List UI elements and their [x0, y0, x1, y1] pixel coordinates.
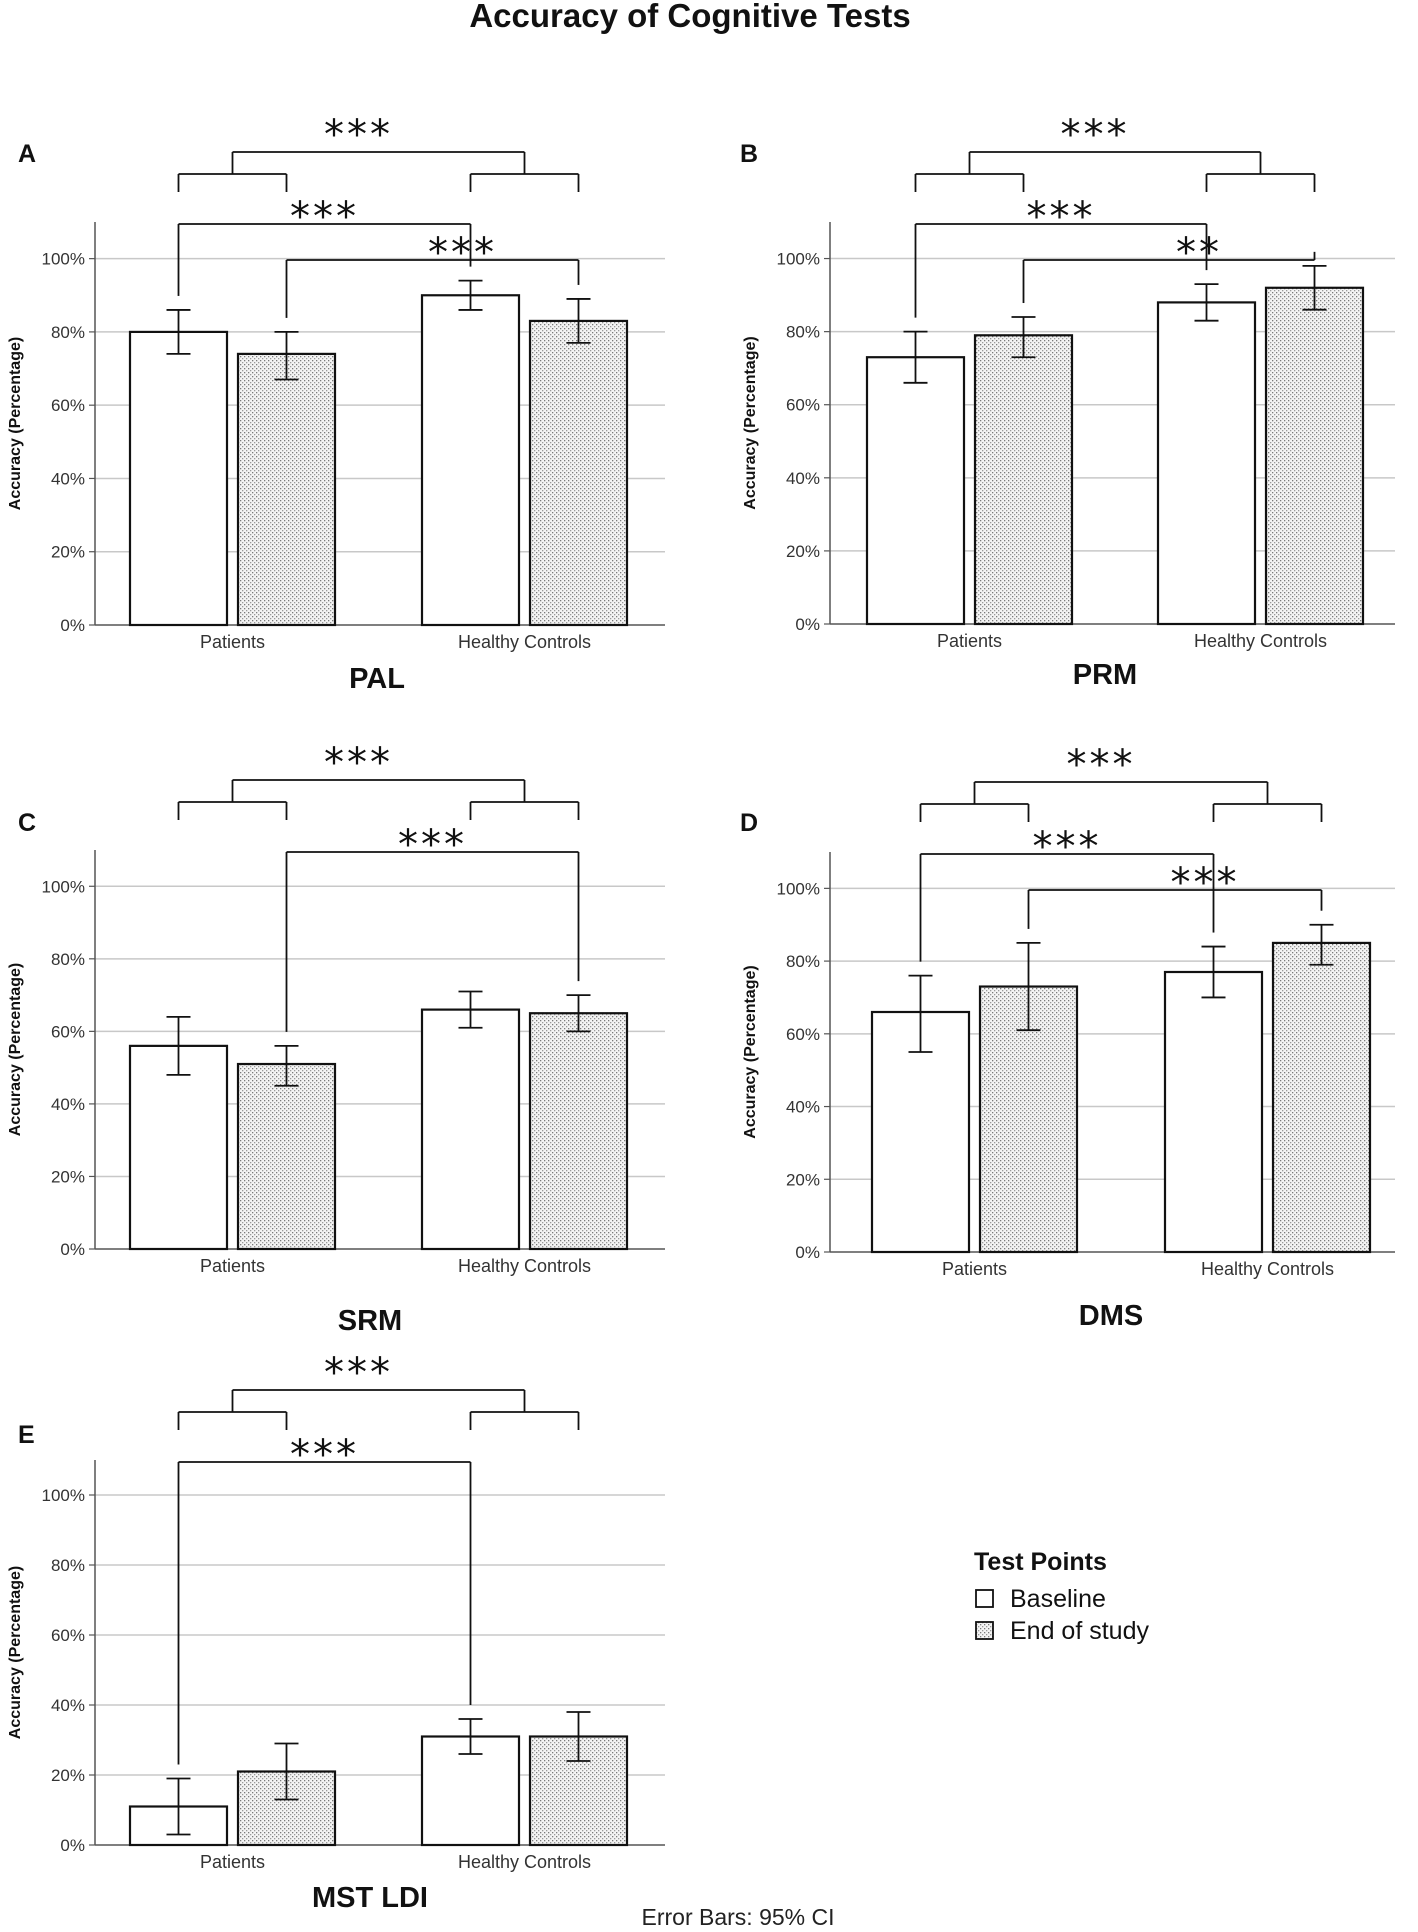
y-tick-label: 100% [777, 250, 820, 269]
panel-letter: D [740, 809, 758, 837]
group-significance-stars: *** [324, 112, 393, 158]
legend-title: Test Points [974, 1548, 1107, 1576]
y-tick-label: 100% [42, 250, 85, 269]
bar-baseline-healthy-controls [420, 1008, 521, 1251]
chart-panels: A 0% 20% 40% 60% 80% 100% Accuracy (Percentage)… [7, 112, 1395, 1914]
chart-panel-a: A 0% 20% 40% 60% 80% 100% Accuracy (Percentage)… [7, 112, 665, 695]
y-tick-label: 0% [795, 615, 820, 634]
legend-label-end-of-study: End of study [1010, 1617, 1149, 1645]
bar-baseline-patients [128, 330, 229, 627]
significance-stars: *** [428, 230, 497, 276]
panel-letter: B [740, 140, 758, 168]
bar-baseline-patients [128, 1044, 229, 1251]
significance-stars: *** [290, 194, 359, 240]
y-tick-label: 0% [60, 1836, 85, 1855]
significance-stars: *** [1033, 824, 1102, 870]
y-tick-label: 100% [42, 877, 85, 896]
category-label: Patients [200, 632, 265, 652]
y-tick-label: 40% [786, 1098, 820, 1117]
panel-letter: C [18, 809, 36, 837]
y-tick-label: 0% [795, 1243, 820, 1262]
y-axis-label: Accuracy (Percentage) [7, 1566, 24, 1739]
category-label: Healthy Controls [458, 632, 591, 652]
bar-end-of-study-patients [236, 1062, 337, 1251]
y-tick-label: 20% [786, 542, 820, 561]
y-tick-label: 60% [786, 396, 820, 415]
category-label: Healthy Controls [1194, 631, 1327, 651]
y-axis-label: Accuracy (Percentage) [742, 965, 759, 1138]
category-label: Patients [942, 1259, 1007, 1279]
legend-swatch-end-of-study [975, 1621, 994, 1640]
group-significance-stars: *** [324, 1350, 393, 1396]
y-tick-label: 60% [51, 1022, 85, 1041]
category-label: Patients [200, 1852, 265, 1872]
significance-stars: *** [290, 1432, 359, 1478]
chart-panel-b: B 0% 20% 40% 60% 80% 100% Accuracy (Percentage)… [740, 112, 1395, 691]
legend-swatch-baseline [975, 1589, 994, 1608]
y-tick-label: 80% [51, 323, 85, 342]
error-bars-note: Error Bars: 95% CI [642, 1904, 835, 1930]
test-name: MST LDI [312, 1882, 428, 1914]
significance-stars: ** [1176, 230, 1222, 276]
y-tick-label: 40% [51, 1696, 85, 1715]
bar-end-of-study-healthy-controls [528, 319, 629, 627]
y-tick-label: 40% [51, 469, 85, 488]
y-tick-label: 80% [786, 323, 820, 342]
category-label: Patients [937, 631, 1002, 651]
panel-letter: A [18, 140, 36, 168]
y-tick-label: 100% [42, 1486, 85, 1505]
y-axis-label: Accuracy (Percentage) [742, 336, 759, 509]
y-tick-label: 40% [51, 1095, 85, 1114]
y-tick-label: 0% [60, 1240, 85, 1259]
y-axis-label: Accuracy (Percentage) [7, 963, 24, 1136]
significance-stars: *** [1171, 860, 1240, 906]
bar-baseline-healthy-controls [420, 294, 521, 627]
chart-panel-c: C 0% 20% 40% 60% 80% 100% Accuracy (Percentage)… [7, 740, 665, 1337]
y-tick-label: 80% [786, 952, 820, 971]
bar-baseline-healthy-controls [1156, 301, 1257, 626]
y-tick-label: 20% [786, 1170, 820, 1189]
significance-stars: *** [398, 822, 467, 868]
bar-end-of-study-healthy-controls [1264, 286, 1365, 626]
category-label: Healthy Controls [1201, 1259, 1334, 1279]
panel-letter: E [18, 1421, 35, 1449]
y-tick-label: 80% [51, 1556, 85, 1575]
category-label: Patients [200, 1256, 265, 1276]
y-tick-label: 20% [51, 1167, 85, 1186]
bar-baseline-patients [865, 356, 966, 626]
y-tick-label: 60% [51, 1626, 85, 1645]
group-significance-stars: *** [324, 740, 393, 786]
figure-title: Accuracy of Cognitive Tests [469, 0, 910, 34]
significance-stars: *** [1027, 194, 1096, 240]
y-tick-label: 20% [51, 1766, 85, 1785]
test-name: PAL [349, 663, 405, 695]
group-significance-stars: *** [1061, 112, 1130, 158]
group-significance-stars: *** [1067, 742, 1136, 788]
test-name: SRM [338, 1305, 402, 1337]
test-name: DMS [1079, 1300, 1143, 1332]
y-tick-label: 100% [777, 879, 820, 898]
y-tick-label: 40% [786, 469, 820, 488]
y-axis-label: Accuracy (Percentage) [7, 337, 24, 510]
bar-end-of-study-healthy-controls [528, 1012, 629, 1251]
bar-baseline-healthy-controls [1163, 970, 1264, 1254]
bar-baseline-healthy-controls [420, 1735, 521, 1847]
y-tick-label: 60% [51, 396, 85, 415]
test-name: PRM [1073, 659, 1137, 691]
y-tick-label: 80% [51, 950, 85, 969]
bar-end-of-study-patients [973, 334, 1074, 626]
bar-end-of-study-patients [236, 352, 337, 627]
chart-panel-e: E 0% 20% 40% 60% 80% 100% Accuracy (Percentage)… [7, 1350, 665, 1914]
legend-label-baseline: Baseline [1010, 1585, 1106, 1613]
legend: Test Points Baseline End of study [974, 1548, 1149, 1645]
bar-end-of-study-healthy-controls [1271, 941, 1372, 1254]
y-tick-label: 20% [51, 543, 85, 562]
chart-panel-d: D 0% 20% 40% 60% 80% 100% Accuracy (Percentage)… [740, 742, 1395, 1332]
category-label: Healthy Controls [458, 1852, 591, 1872]
category-label: Healthy Controls [458, 1256, 591, 1276]
y-tick-label: 0% [60, 616, 85, 635]
y-tick-label: 60% [786, 1025, 820, 1044]
